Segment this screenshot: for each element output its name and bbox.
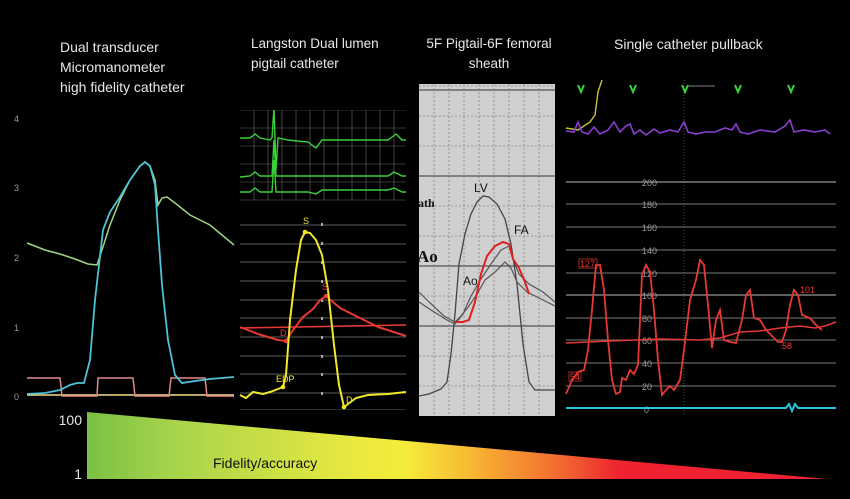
panel3-title-line: sheath [468, 56, 510, 71]
label-edp: EDP [276, 374, 295, 384]
svg-text:60: 60 [642, 336, 652, 346]
panel3-title-line: 5F Pigtail-6F femoral [426, 36, 552, 51]
wedge-axis-top: 100 [58, 412, 82, 428]
svg-text:180: 180 [642, 200, 657, 210]
label-ao-left: Ao [419, 247, 438, 266]
svg-text:80: 80 [642, 314, 652, 324]
panel1-chart: 4 3 2 1 0 [0, 100, 240, 410]
label-sheath-fragment: ath [419, 196, 435, 210]
wedge-label: Fidelity/accuracy [213, 455, 318, 471]
svg-text:3: 3 [14, 183, 19, 193]
panel1-title-line: Micromanometer [60, 59, 166, 75]
label-s-red: S [322, 282, 328, 292]
ecg-traces [239, 110, 406, 195]
svg-text:4: 4 [14, 114, 19, 124]
panel3-title: 5F Pigtail-6F femoral sheath [418, 34, 560, 74]
svg-text:200: 200 [642, 178, 657, 188]
pressure-trace [565, 257, 823, 398]
panel1-title-line: Dual transducer [60, 39, 159, 55]
label-ao-inner: Ao [463, 274, 478, 288]
lv-trace [26, 160, 235, 395]
svg-text:0: 0 [14, 392, 19, 402]
aortic-trace [419, 261, 555, 323]
fidelity-wedge [87, 410, 827, 480]
mean-trace [565, 321, 837, 344]
svg-text:20: 20 [642, 382, 652, 392]
aortic-trace [26, 161, 235, 266]
svg-text:2: 2 [14, 253, 19, 263]
panel4-title: Single catheter pullback [614, 34, 763, 54]
label-d-red: D [280, 328, 287, 338]
purple-trace [565, 118, 831, 137]
panel1-title-line: high fidelity catheter [60, 79, 185, 95]
aortic-trace-2 [419, 245, 555, 325]
panel2-title-line: Langston Dual lumen [251, 36, 379, 51]
label-fa: FA [514, 223, 529, 237]
lv-trace [419, 195, 555, 397]
panel2-title: Langston Dual lumen pigtail catheter [251, 34, 379, 74]
panel4-chart: 200 180 160 140 120 100 80 60 40 20 0 127 54 … [560, 80, 850, 415]
svg-text:1: 1 [14, 323, 19, 333]
label-low-58: 58 [782, 341, 792, 351]
panel3-chart: LV FA ath Ao Ao [419, 84, 555, 416]
svg-text:140: 140 [642, 246, 657, 256]
aortic-mean-line [239, 324, 407, 329]
label-peak-127: 127 [580, 259, 595, 269]
aortic-trace [239, 294, 407, 343]
wedge-axis-bottom: 1 [74, 466, 82, 482]
panel2-chart: S S D EDP D [238, 110, 408, 410]
label-s-yellow: S [303, 216, 309, 226]
svg-text:40: 40 [642, 359, 652, 369]
panel4-title-line: Single catheter pullback [614, 36, 763, 52]
ecg-grid [240, 110, 406, 201]
y-axis-ticks: 4 3 2 1 0 [14, 114, 19, 402]
label-low-54: 54 [570, 372, 580, 382]
fa-trace [455, 240, 530, 323]
olive-trace [565, 80, 603, 131]
label-d-yellow: D [346, 395, 353, 405]
panel2-title-line: pigtail catheter [251, 56, 339, 71]
marker-trace [27, 377, 234, 397]
lv-trace [239, 230, 407, 409]
center-dots [321, 223, 323, 395]
svg-text:160: 160 [642, 223, 657, 233]
label-peak-101: 101 [800, 285, 815, 295]
svg-text:0: 0 [644, 405, 649, 415]
svg-text:100: 100 [642, 291, 657, 301]
zero-trace [566, 402, 836, 414]
panel1-title: Dual transducer Micromanometer high fide… [60, 37, 185, 97]
label-lv: LV [474, 181, 488, 195]
